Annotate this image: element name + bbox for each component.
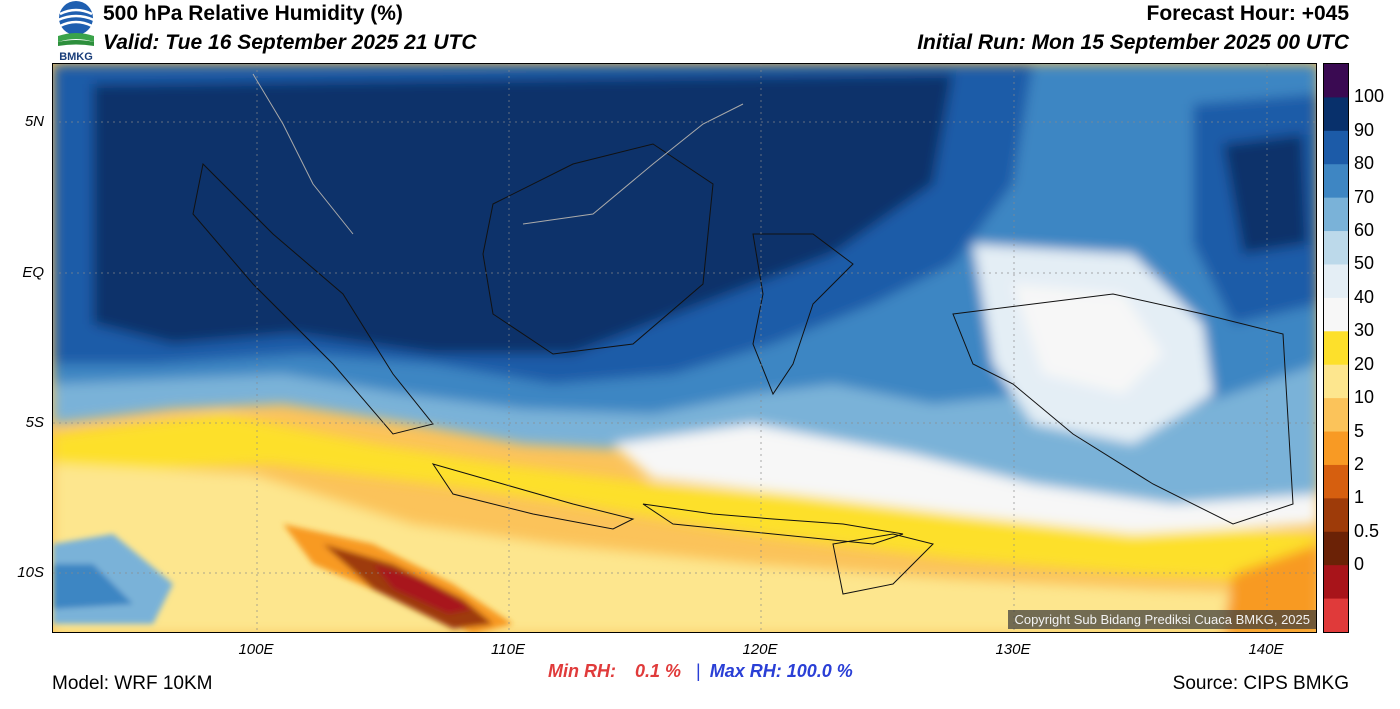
colorbar-swatch — [1324, 464, 1348, 499]
colorbar-label: 30 — [1354, 320, 1375, 341]
forecast-hour: Forecast Hour: +045 — [1146, 2, 1350, 25]
colorbar-label: 100 — [1354, 86, 1385, 107]
colorbar-swatch — [1324, 231, 1348, 265]
colorbar-swatch — [1324, 565, 1348, 600]
colorbar-label: 60 — [1354, 220, 1375, 241]
colorbar-label: 5 — [1354, 420, 1365, 441]
colorbar-swatch — [1324, 297, 1348, 332]
min-rh-label: Min RH: — [548, 661, 616, 681]
colorbar-swatch — [1324, 130, 1348, 165]
logo-text: BMKG — [59, 51, 93, 62]
bmkg-logo-icon: BMKG — [57, 1, 95, 63]
colorbar-swatch — [1324, 97, 1348, 132]
lon-label-130e: 130E — [995, 641, 1031, 658]
colorbar-swatches — [1324, 64, 1348, 633]
lat-label-5s: 5S — [25, 414, 44, 431]
colorbar-swatch — [1324, 498, 1348, 533]
lon-label-120e: 120E — [742, 641, 778, 658]
map-title: 500 hPa Relative Humidity (%) — [103, 2, 403, 25]
colorbar-swatch — [1324, 197, 1348, 232]
colorbar — [1323, 63, 1349, 633]
lon-label-100e: 100E — [238, 641, 274, 658]
min-rh-value: 0.1 % — [635, 661, 682, 681]
valid-time: Valid: Tue 16 September 2025 21 UTC — [103, 31, 477, 54]
initial-run: Initial Run: Mon 15 September 2025 00 UT… — [917, 31, 1349, 54]
colorbar-label: 50 — [1354, 253, 1375, 274]
copyright-notice: Copyright Sub Bidang Prediksi Cuaca BMKG… — [1008, 610, 1316, 629]
lon-label-110e: 110E — [491, 641, 525, 658]
model-name: Model: WRF 10KM — [52, 673, 213, 694]
colorbar-label: 80 — [1354, 153, 1375, 174]
humidity-field — [53, 64, 1316, 632]
data-source: Source: CIPS BMKG — [1172, 673, 1349, 694]
colorbar-label: 0.5 — [1354, 520, 1380, 541]
lat-label-10s: 10S — [17, 564, 44, 581]
humidity-map — [52, 63, 1317, 633]
colorbar-swatch — [1324, 331, 1348, 366]
colorbar-label: 2 — [1354, 453, 1365, 474]
colorbar-label: 40 — [1354, 286, 1375, 307]
lat-label-5n: 5N — [24, 113, 44, 130]
colorbar-swatch — [1324, 398, 1348, 433]
colorbar-swatch — [1324, 431, 1348, 466]
lon-label-140e: 140E — [1248, 641, 1284, 658]
colorbar-swatch — [1324, 164, 1348, 199]
max-rh: Max RH: 100.0 % — [709, 661, 853, 681]
colorbar-label: 70 — [1354, 186, 1375, 207]
lat-label-eq: EQ — [22, 264, 44, 281]
colorbar-swatch — [1324, 264, 1348, 299]
colorbar-swatch — [1324, 364, 1348, 399]
colorbar-label: 10 — [1354, 387, 1375, 408]
colorbar-label: 90 — [1354, 119, 1375, 140]
colorbar-label: 0 — [1354, 554, 1365, 575]
coastlines — [192, 143, 1294, 595]
bmkg-logo: BMKG — [52, 0, 100, 63]
colorbar-label: 20 — [1354, 353, 1375, 374]
stats-separator: | — [696, 661, 701, 681]
rh-stats: Min RH: 0.1 % | Max RH: 100.0 % — [548, 661, 853, 682]
colorbar-label: 1 — [1354, 487, 1365, 508]
colorbar-swatch — [1324, 531, 1348, 566]
colorbar-swatch — [1324, 64, 1348, 98]
colorbar-swatch — [1324, 598, 1348, 633]
